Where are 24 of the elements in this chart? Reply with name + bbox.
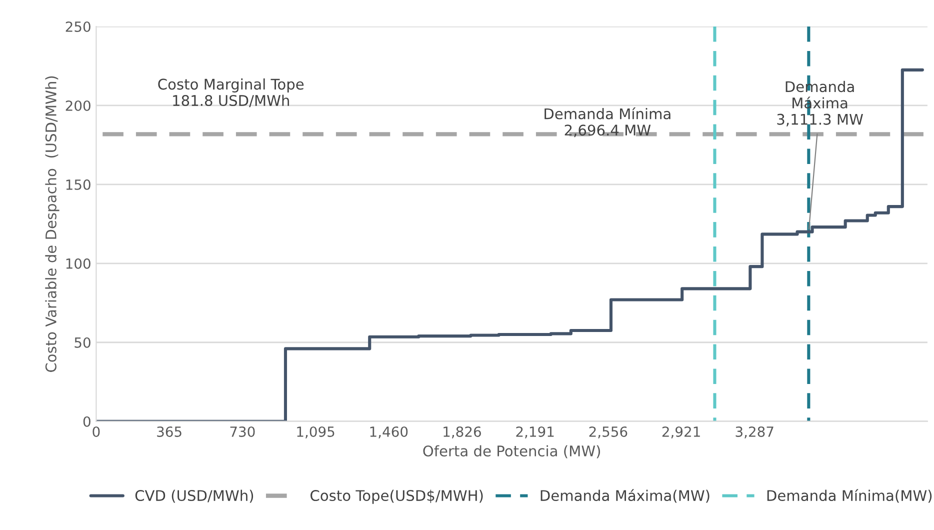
x-tick-label: 2,191 bbox=[516, 426, 554, 438]
y-tick-label: 100 bbox=[66, 258, 90, 269]
x-tick-label: 2,921 bbox=[662, 426, 700, 438]
legend-label: Demanda Mínima(MW) bbox=[767, 489, 932, 503]
x-axis-title: Oferta de Potencia (MW) bbox=[423, 445, 600, 458]
y-tick-label: 150 bbox=[66, 179, 90, 190]
y-tick-label: 250 bbox=[66, 21, 90, 32]
x-tick-label: 0 bbox=[92, 426, 100, 437]
x-tick-label: 2,556 bbox=[589, 426, 628, 438]
x-tick-label: 1,460 bbox=[370, 426, 408, 438]
x-tick-label: 1,095 bbox=[297, 426, 334, 438]
x-tick-label: 730 bbox=[230, 426, 255, 437]
annotation: Costo Marginal Tope 181.8 USD/MWh bbox=[158, 78, 304, 108]
x-tick-label: 1,826 bbox=[444, 426, 481, 438]
x-tick-label: 365 bbox=[157, 426, 182, 437]
y-tick-label: 0 bbox=[83, 416, 90, 427]
annotation: Demanda Mínima 2,696.4 MW bbox=[544, 107, 670, 138]
legend-label: Demanda Máxima(MW) bbox=[540, 489, 710, 503]
legend-label: CVD (USD/MWh) bbox=[135, 490, 254, 503]
legend-label: Costo Tope(USD$/MWH) bbox=[310, 490, 483, 504]
y-tick-label: 200 bbox=[66, 100, 90, 111]
x-tick-label: 3,287 bbox=[736, 426, 774, 438]
y-tick-label: 50 bbox=[74, 337, 90, 348]
y-axis-title: Costo Variable de Despacho (USD/MWh) bbox=[45, 76, 60, 372]
